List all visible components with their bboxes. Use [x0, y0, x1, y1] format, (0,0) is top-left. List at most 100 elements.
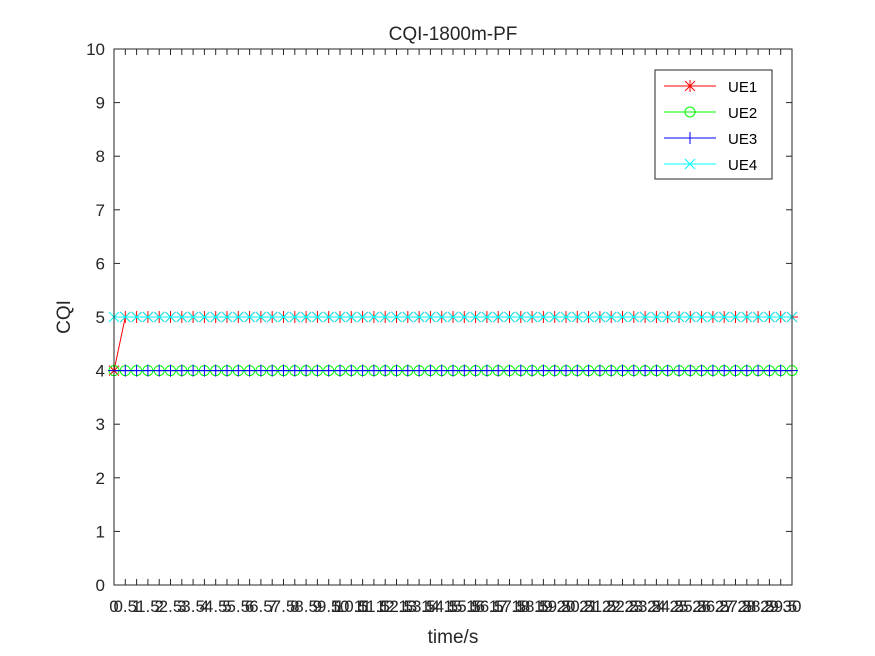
data-point	[684, 364, 697, 377]
x-tick-label: 15.5	[448, 597, 481, 616]
x-tick-label: 18.5	[516, 597, 549, 616]
data-point	[176, 311, 188, 323]
data-point	[605, 364, 618, 377]
data-point	[774, 364, 787, 377]
legend-marker	[684, 80, 696, 92]
data-point	[651, 311, 662, 323]
data-point	[379, 311, 391, 323]
data-point	[775, 311, 787, 323]
data-point	[367, 364, 380, 377]
data-point	[752, 311, 764, 323]
x-tick-label: 6	[245, 597, 254, 616]
x-tick-label: 22.5	[606, 597, 639, 616]
data-point	[187, 364, 200, 377]
x-tick-label: 18	[511, 597, 530, 616]
x-tick-label: 1	[132, 597, 141, 616]
x-tick-label: 11	[354, 597, 372, 616]
data-point	[345, 364, 358, 377]
data-point	[424, 364, 437, 377]
data-point	[673, 311, 685, 323]
data-point	[435, 364, 448, 377]
data-point	[277, 364, 290, 377]
data-point	[266, 311, 278, 323]
data-point	[187, 311, 199, 323]
data-point	[707, 311, 719, 323]
data-point	[334, 311, 346, 323]
data-point	[639, 364, 652, 377]
x-tick-label: 29	[760, 597, 779, 616]
x-tick-label: 25.5	[674, 597, 707, 616]
data-point	[706, 364, 719, 377]
legend-marker	[684, 158, 696, 170]
legend-label: UE3	[728, 131, 757, 148]
data-point	[458, 311, 470, 323]
data-point	[526, 364, 539, 377]
data-point	[131, 311, 142, 323]
x-tick-label: 3.5	[181, 597, 205, 616]
x-tick-label: 12.5	[380, 597, 413, 616]
legend-label: UE2	[728, 105, 757, 122]
x-tick-label: 10	[331, 597, 350, 616]
data-point	[130, 364, 143, 377]
x-tick-label: 20.5	[561, 597, 594, 616]
y-tick-label: 3	[96, 415, 105, 434]
x-tick-label: 12	[376, 597, 395, 616]
data-point	[718, 364, 731, 377]
x-tick-label: 30	[783, 597, 802, 616]
y-tick-label: 5	[96, 308, 105, 327]
legend-box	[654, 69, 773, 180]
data-point	[695, 364, 708, 377]
data-point	[312, 311, 323, 323]
x-tick-label: 29.5	[764, 597, 797, 616]
data-point	[368, 311, 380, 323]
x-tick-label: 17.5	[493, 597, 526, 616]
data-point	[628, 311, 640, 323]
x-tick-label: 2.5	[159, 597, 183, 616]
data-point	[661, 364, 674, 377]
data-point	[650, 364, 663, 377]
data-point	[763, 364, 776, 377]
legend-marker	[684, 106, 696, 118]
data-point	[255, 311, 267, 323]
x-tick-label: 25	[670, 597, 689, 616]
data-point	[526, 311, 538, 323]
data-point	[413, 311, 425, 323]
y-tick-label: 8	[96, 147, 105, 166]
data-point	[503, 364, 516, 377]
data-point	[119, 364, 132, 377]
data-point	[210, 311, 222, 323]
legend-label: UE4	[728, 157, 757, 174]
data-point	[515, 311, 527, 323]
x-tick-label: 19	[534, 597, 553, 616]
data-point	[696, 311, 707, 323]
data-point	[278, 311, 289, 323]
data-point	[165, 311, 176, 323]
x-tick-label: 28	[737, 597, 756, 616]
data-point	[605, 311, 617, 323]
data-point	[480, 364, 493, 377]
x-tick-label: 21.5	[583, 597, 616, 616]
data-point	[209, 364, 222, 377]
data-point	[175, 364, 188, 377]
x-axis-label: time/s	[428, 627, 479, 648]
data-point	[583, 311, 594, 323]
x-tick-label: 7.5	[272, 597, 296, 616]
x-tick-label: 11.5	[358, 597, 390, 616]
x-tick-label: 26.5	[696, 597, 729, 616]
data-point	[458, 364, 471, 377]
y-tick-label: 4	[96, 362, 105, 381]
data-point	[752, 364, 765, 377]
data-point	[627, 364, 640, 377]
data-point	[232, 364, 245, 377]
data-point	[198, 364, 211, 377]
x-tick-label: 15	[444, 597, 463, 616]
y-tick-label: 1	[96, 522, 105, 541]
series-layer	[108, 311, 798, 377]
data-point	[560, 311, 572, 323]
data-point	[514, 364, 527, 377]
data-point	[718, 311, 730, 323]
legend: UE1 UE2 UE3 UE4	[654, 69, 773, 180]
plot-frame	[113, 48, 793, 586]
x-tick-label: 14	[421, 597, 440, 616]
x-tick-label: 1.5	[136, 597, 160, 616]
